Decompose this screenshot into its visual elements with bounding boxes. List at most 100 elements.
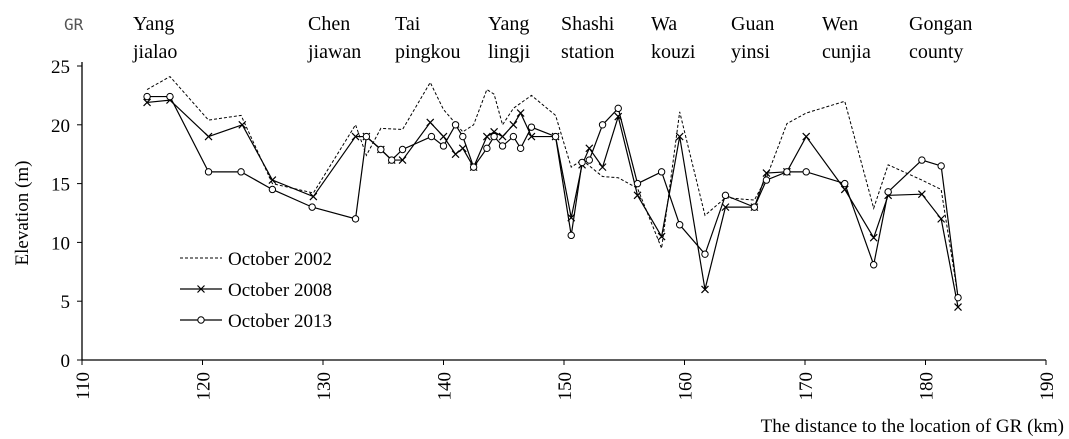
legend-label: October 2002 <box>228 249 332 270</box>
data-point <box>675 132 684 141</box>
place-label: Gongan <box>909 13 972 35</box>
data-point <box>204 168 213 176</box>
data-point <box>657 232 666 241</box>
data-point <box>351 132 360 141</box>
data-point <box>918 156 926 164</box>
x-axis-label: The distance to the location of GR (km) <box>761 416 1064 437</box>
series-line <box>147 99 959 308</box>
data-point <box>701 285 709 294</box>
data-point <box>387 156 396 164</box>
y-tick-label: 5 <box>61 292 71 313</box>
x-tick-label: 120 <box>194 372 215 401</box>
data-point <box>268 176 277 184</box>
data-point <box>308 203 316 211</box>
x-tick-label: 160 <box>676 372 697 401</box>
x-tick-label: 140 <box>435 372 456 401</box>
data-point <box>398 156 407 165</box>
place-label: Yang <box>488 13 529 35</box>
data-point <box>762 169 771 177</box>
y-tick-label: 10 <box>51 233 70 254</box>
place-label: kouzi <box>651 41 696 63</box>
data-point <box>954 303 962 312</box>
place-label: lingji <box>488 41 531 63</box>
data-point <box>721 203 730 212</box>
legend-label: October 2013 <box>228 311 332 332</box>
data-point <box>598 163 607 172</box>
data-point <box>309 192 318 201</box>
data-point <box>516 109 525 117</box>
data-point <box>675 221 684 229</box>
y-tick-label: 15 <box>51 175 70 196</box>
data-point <box>783 168 791 176</box>
place-label: jialao <box>132 41 177 63</box>
y-axis-label: Elevation (m) <box>12 161 33 266</box>
data-point <box>884 188 892 196</box>
place-label: Yang <box>133 13 174 35</box>
data-point <box>362 132 371 141</box>
gr-label: GR <box>64 15 84 34</box>
data-point <box>527 132 536 141</box>
place-label: Tai <box>395 13 421 35</box>
place-label: cunjia <box>822 41 871 63</box>
data-point <box>551 132 560 141</box>
series-line <box>146 75 959 297</box>
y-tick-label: 0 <box>61 351 71 372</box>
x-tick-label: 110 <box>73 372 94 400</box>
data-point <box>377 145 385 154</box>
data-point <box>633 179 642 188</box>
data-point <box>869 261 878 269</box>
data-point <box>204 132 213 141</box>
data-point <box>426 118 435 127</box>
x-tick-label: 130 <box>314 372 335 401</box>
data-point <box>750 203 759 211</box>
data-point <box>498 132 507 141</box>
data-point <box>451 150 460 159</box>
data-point <box>459 132 467 141</box>
x-tick-label: 180 <box>917 372 938 401</box>
data-point <box>143 98 151 107</box>
legend-label: October 2008 <box>228 280 332 301</box>
data-point <box>567 231 575 240</box>
data-point <box>841 179 849 188</box>
x-tick-label: 190 <box>1037 372 1058 401</box>
data-point <box>937 162 945 170</box>
data-point <box>490 132 498 141</box>
data-point <box>398 145 407 154</box>
x-tick-label: 150 <box>555 372 576 401</box>
place-label: Chen <box>308 13 350 35</box>
data-point <box>351 215 360 223</box>
data-point <box>469 163 478 171</box>
data-point <box>598 121 607 129</box>
data-point <box>483 144 491 153</box>
data-point <box>585 156 594 164</box>
data-point <box>166 92 174 101</box>
data-point <box>237 168 245 176</box>
data-point <box>614 104 622 113</box>
place-label: pingkou <box>395 41 461 63</box>
data-point <box>802 168 810 176</box>
data-point <box>917 190 926 199</box>
place-label: Wen <box>822 13 858 35</box>
data-point <box>439 142 448 150</box>
place-label: Shashi <box>561 13 615 35</box>
data-point <box>427 132 436 141</box>
x-tick-label: 170 <box>796 372 817 401</box>
place-label: Guan <box>731 13 774 35</box>
data-point <box>439 132 448 141</box>
place-label: jiawan <box>307 41 361 63</box>
place-label: Wa <box>651 13 677 35</box>
data-point <box>509 132 518 141</box>
data-point <box>268 185 277 194</box>
data-point <box>498 142 507 150</box>
legend-marker <box>197 316 205 324</box>
data-point <box>451 121 460 129</box>
data-point <box>954 293 962 302</box>
data-point <box>578 158 586 167</box>
y-tick-label: 25 <box>51 57 70 78</box>
data-point <box>937 214 946 223</box>
data-point <box>585 144 594 153</box>
data-point <box>869 233 878 242</box>
data-point <box>516 144 525 153</box>
data-point <box>482 132 491 141</box>
